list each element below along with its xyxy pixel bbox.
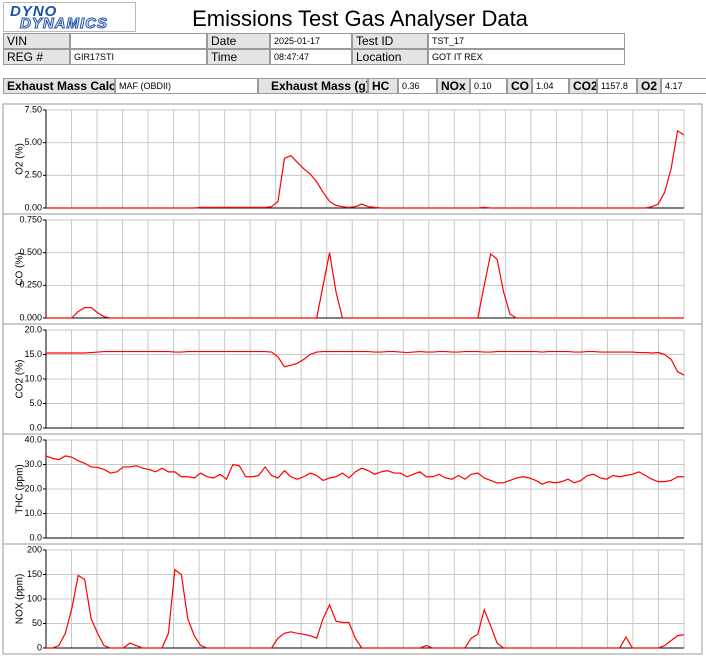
y-axis-label: CO (%): [15, 252, 26, 285]
mass-calc: MAF (OBDII): [115, 78, 258, 94]
y-tick-label: 0.000: [19, 312, 42, 322]
mass-gas: CO2: [569, 78, 597, 94]
data-line: [46, 129, 685, 209]
mass-gas: HC: [368, 78, 398, 94]
mass-value: 0.10: [470, 78, 507, 94]
y-tick-label: 0.750: [19, 214, 42, 224]
info-label: Date: [207, 33, 270, 49]
info-value: GOT IT REX: [428, 49, 625, 65]
y-tick-label: 0.250: [19, 280, 42, 290]
y-axis-label: THC (ppm): [15, 464, 26, 513]
y-tick-label: 20.0: [24, 324, 42, 334]
y-axis-label: O2 (%): [15, 143, 26, 175]
y-tick-label: 200: [27, 544, 42, 554]
y-tick-label: 10.0: [24, 373, 42, 383]
page-title: Emissions Test Gas Analyser Data: [192, 6, 528, 31]
y-tick-label: 40.0: [24, 434, 42, 444]
y-tick-label: 20.0: [24, 483, 42, 493]
logo-bottom: DYNAMICS: [19, 15, 109, 33]
data-line: [46, 350, 685, 376]
info-value: [70, 33, 207, 49]
y-tick-label: 0: [37, 642, 42, 652]
y-tick-label: 7.50: [24, 104, 42, 114]
data-line: [46, 568, 685, 649]
info-value: 2025-01-17: [270, 33, 352, 49]
mass-value: 0.36: [398, 78, 437, 94]
mass-value: 4.17: [661, 78, 706, 94]
y-tick-label: 5.0: [29, 398, 42, 408]
data-line: [45, 455, 684, 485]
y-tick-label: 0.0: [29, 532, 42, 542]
mass-calc-label: Exhaust Mass Calc: [3, 78, 115, 94]
y-axis-label: CO2 (%): [15, 360, 26, 399]
y-tick-label: 0.0: [29, 422, 42, 432]
mass-label: Exhaust Mass (g) :: [258, 78, 368, 94]
y-tick-label: 30.0: [24, 459, 42, 469]
mass-value: 1157.8: [597, 78, 637, 94]
info-label: Location: [352, 49, 428, 65]
info-value: 08:47:47: [270, 49, 352, 65]
y-tick-label: 5.00: [24, 137, 42, 147]
y-tick-label: 15.0: [24, 349, 42, 359]
y-tick-label: 2.50: [24, 170, 42, 180]
mass-gas: CO: [507, 78, 532, 94]
y-tick-label: 10.0: [24, 508, 42, 518]
mass-value: 1.04: [532, 78, 569, 94]
y-tick-label: 150: [27, 569, 42, 579]
logo: DYNO DYNAMICS: [3, 2, 136, 33]
y-axis-label: NOX (ppm): [15, 574, 26, 625]
y-tick-label: 100: [27, 593, 42, 603]
data-line: [46, 252, 684, 319]
info-value: GIR17STI: [70, 49, 207, 65]
mass-gas: NOx: [437, 78, 470, 94]
info-label: Time: [207, 49, 270, 65]
logo-top: DYNO: [10, 3, 58, 20]
info-label: Test ID: [352, 33, 428, 49]
info-label: VIN: [3, 33, 70, 49]
mass-gas: O2: [637, 78, 661, 94]
info-value: TST_17: [428, 33, 625, 49]
y-tick-label: 50: [32, 618, 42, 628]
info-label: REG #: [3, 49, 70, 65]
y-tick-label: 0.00: [24, 202, 42, 212]
y-tick-label: 0.500: [19, 247, 42, 257]
